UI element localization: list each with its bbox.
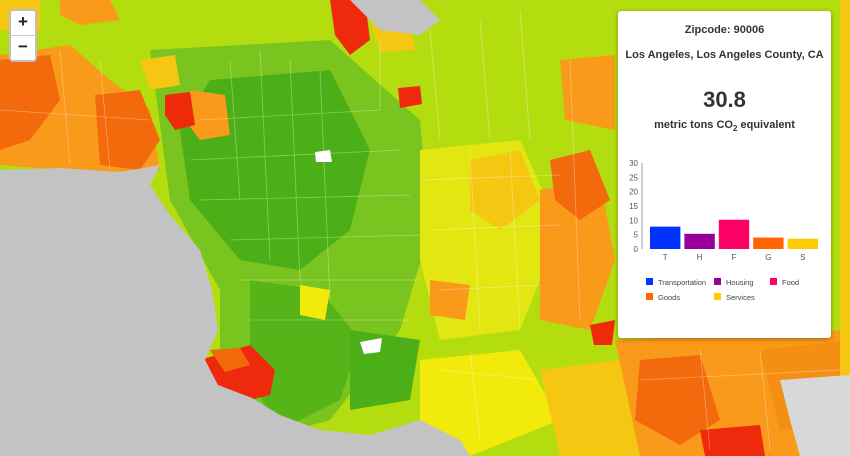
region-patch-orange[interactable] [430,280,470,320]
legend-swatch-transportation [646,278,653,285]
ocean [0,165,470,456]
units-subscript: 2 [732,124,738,134]
region-north-red[interactable] [330,0,370,55]
region-west-dark-orange-2[interactable] [95,90,160,170]
zoom-control: + − [9,9,37,62]
x-tick-label: F [732,253,737,262]
mountain-area-east [780,375,850,456]
y-tick-label: 15 [629,202,638,211]
units-prefix: metric tons CO [654,119,733,131]
region-east-red[interactable] [590,320,615,345]
region-east-dark-orange[interactable] [550,150,610,220]
bar-s [787,238,818,249]
y-tick-label: 5 [634,231,639,240]
region-northwest-orange[interactable] [60,0,120,25]
bar-h [684,233,715,249]
region-borders [0,9,841,451]
legend-swatch-services [714,293,721,300]
zoom-in-button[interactable]: + [18,12,28,31]
region-far-east-dark-orange[interactable] [635,355,720,445]
x-tick-label: T [663,253,668,262]
x-tick-label: S [800,253,805,262]
y-tick-label: 25 [629,173,638,182]
legend-label-goods: Goods [658,293,680,302]
region-south-yellow[interactable] [540,360,640,456]
region-west-dark-orange[interactable] [0,55,60,150]
region-peninsula-orange[interactable] [210,348,250,372]
legend-swatch-food [770,278,777,285]
legend-swatch-housing [714,278,721,285]
bar-t [650,226,681,249]
region-edge-yellow[interactable] [840,0,850,456]
region-east-orange-yellow[interactable] [470,150,540,230]
region-far-east-red[interactable] [700,425,765,456]
region-patch-yellow[interactable] [300,285,330,320]
region-mid-orange[interactable] [185,90,230,140]
units-label: metric tons CO2 equivalent [618,119,831,133]
y-tick-label: 30 [629,159,638,168]
region-south-green[interactable] [250,280,360,430]
x-tick-label: H [697,253,703,262]
bar-g [753,237,784,249]
legend-label-services: Services [726,293,755,302]
y-tick-label: 20 [629,188,638,197]
mountain-area-north [350,0,440,35]
zipcode-line: Zipcode: 90006 [618,24,831,36]
place-name: Los Angeles, Los Angeles County, CA [625,49,824,61]
legend-swatch-goods [646,293,653,300]
zipcode-value: 90006 [733,24,765,36]
y-tick-label: 0 [634,245,639,254]
total-footprint-value: 30.8 [703,87,746,112]
region-west-yellow[interactable] [140,55,180,90]
bar-f [718,219,750,249]
legend-label-housing: Housing [726,278,754,287]
park-patch-2 [315,150,332,162]
region-mid-red[interactable] [165,92,195,130]
info-panel: Zipcode: 90006 Los Angeles, Los Angeles … [618,11,831,338]
park-patch [360,338,382,354]
footprint-bar-chart: 0 5 10 15 20 25 30 T H F G S Transportation Housing Fo… [629,159,818,302]
y-tick-label: 10 [629,216,638,225]
legend-label-food: Food [782,278,799,287]
zoom-out-button[interactable]: − [11,35,35,60]
x-tick-label: G [765,253,771,262]
units-suffix: equivalent [737,119,795,131]
region-north-red-2[interactable] [398,86,422,108]
region-northeast-orange[interactable] [560,55,615,130]
region-east-orange[interactable] [540,180,615,330]
legend-label-transportation: Transportation [658,278,706,287]
zipcode-label: Zipcode: [684,24,731,36]
region-southeast-yellow[interactable] [420,350,560,456]
